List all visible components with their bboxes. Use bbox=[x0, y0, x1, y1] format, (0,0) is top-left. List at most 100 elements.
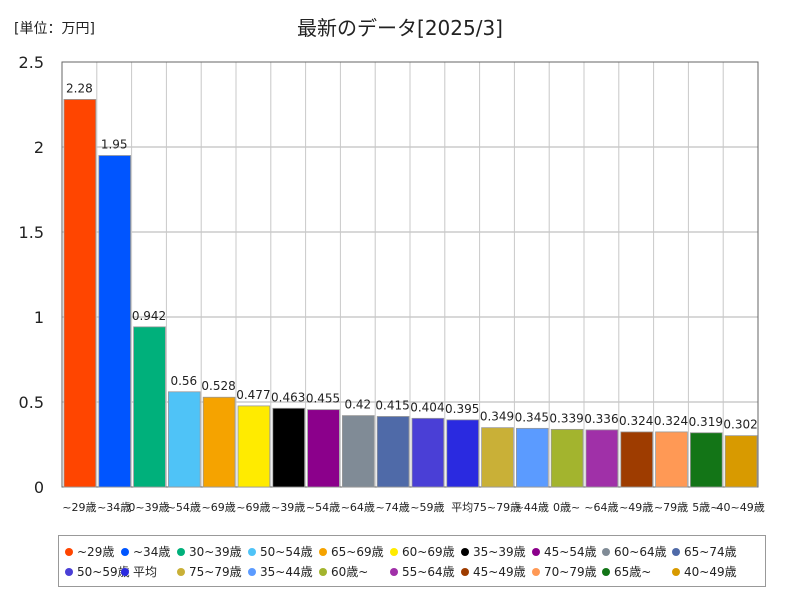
bar bbox=[655, 431, 688, 488]
unit-label: [単位：万円] bbox=[14, 21, 95, 37]
data-label: 0.324 bbox=[619, 414, 653, 428]
bar bbox=[341, 415, 375, 488]
legend-label: 50~59歳 bbox=[77, 565, 130, 579]
data-label: 0.942 bbox=[132, 309, 166, 323]
legend-label: 45~49歳 bbox=[473, 565, 526, 579]
legend-swatch bbox=[390, 548, 398, 556]
legend-label: 60歳~ bbox=[331, 565, 369, 579]
data-label: 0.463 bbox=[271, 390, 305, 404]
legend-swatch bbox=[121, 548, 129, 556]
legend-swatch bbox=[65, 548, 73, 556]
bar-chart: 0 0.5 1 1.5 2 2.5 2.28 ~29歳 1.95 ~34歳 0.942 0~39歳 0.… bbox=[19, 53, 765, 514]
legend-swatch bbox=[602, 568, 610, 576]
legend-label: 75~79歳 bbox=[189, 565, 242, 579]
legend-swatch bbox=[121, 568, 129, 576]
bar bbox=[411, 417, 445, 488]
x-tick-label: ~54歳 bbox=[306, 501, 340, 514]
legend-item: ~34歳 bbox=[121, 544, 170, 560]
legend-label: 50~54歳 bbox=[260, 545, 313, 559]
legend-item: 75~79歳 bbox=[177, 564, 242, 580]
legend-label: 60~69歳 bbox=[402, 545, 455, 559]
data-label: 1.95 bbox=[101, 138, 128, 152]
legend-item: 50~54歳 bbox=[248, 544, 313, 560]
legend-label: 70~79歳 bbox=[544, 565, 597, 579]
data-label: 0.302 bbox=[723, 418, 757, 432]
bar bbox=[307, 409, 340, 488]
bar bbox=[376, 416, 410, 488]
chart-title: 最新のデータ[2025/3] bbox=[297, 16, 503, 40]
bar bbox=[620, 431, 653, 488]
legend-item: 50~59歳 bbox=[65, 564, 130, 580]
x-tick-label: ~39歳 bbox=[271, 501, 305, 514]
legend-item: 35~39歳 bbox=[461, 544, 526, 560]
bar bbox=[516, 427, 549, 488]
bar bbox=[202, 396, 236, 488]
bar bbox=[690, 432, 723, 488]
legend-item: 65歳~ bbox=[602, 564, 651, 580]
data-label: 0.528 bbox=[201, 379, 235, 393]
data-label: 0.404 bbox=[410, 400, 444, 414]
legend-label: 60~64歳 bbox=[614, 545, 667, 559]
x-tick-label: ~54歳 bbox=[167, 501, 201, 514]
legend: ~29歳 ~34歳 30~39歳 50~54歳 65~69歳 60~69歳 35~39歳 45… bbox=[58, 535, 766, 587]
legend-label: 55~64歳 bbox=[402, 565, 455, 579]
x-tick-label: ~74歳 bbox=[375, 501, 409, 514]
legend-swatch bbox=[248, 568, 256, 576]
data-label: 0.336 bbox=[584, 412, 618, 426]
data-label: 0.395 bbox=[445, 402, 479, 416]
legend-item: 65~69歳 bbox=[319, 544, 384, 560]
legend-item: 70~79歳 bbox=[532, 564, 597, 580]
legend-label: 平均 bbox=[133, 565, 158, 579]
legend-label: 65歳~ bbox=[614, 565, 652, 579]
bar bbox=[63, 99, 97, 488]
x-tick-label: ~69歳 bbox=[201, 501, 235, 514]
legend-item: 55~64歳 bbox=[390, 564, 455, 580]
data-label: 0.56 bbox=[170, 374, 197, 388]
legend-item: 35~44歳 bbox=[248, 564, 313, 580]
plot-frame bbox=[61, 61, 759, 488]
data-label: 0.477 bbox=[236, 388, 270, 402]
legend-label: ~29歳 bbox=[77, 545, 115, 559]
legend-label: 40~49歳 bbox=[684, 565, 737, 579]
data-label: 0.324 bbox=[654, 414, 688, 428]
legend-label: 35~39歳 bbox=[473, 545, 526, 559]
x-tick-label: ~34歳 bbox=[97, 501, 131, 514]
data-label: 0.42 bbox=[344, 398, 371, 412]
legend-swatch bbox=[319, 568, 327, 576]
data-label: 0.415 bbox=[375, 398, 409, 412]
y-tick-label: 1.5 bbox=[19, 223, 44, 242]
legend-swatch bbox=[672, 548, 680, 556]
legend-swatch bbox=[461, 568, 469, 576]
legend-swatch bbox=[65, 568, 73, 576]
legend-item: 30~39歳 bbox=[177, 544, 242, 560]
x-tick-label: 0歳~ bbox=[553, 501, 580, 514]
legend-swatch bbox=[177, 548, 185, 556]
y-tick-label: 0 bbox=[34, 478, 44, 497]
x-tick-label: 5歳~ bbox=[692, 501, 719, 514]
x-tick-label: ~59歳 bbox=[410, 501, 444, 514]
bar bbox=[167, 391, 201, 488]
data-label: 0.349 bbox=[480, 410, 514, 424]
legend-label: 35~44歳 bbox=[260, 565, 313, 579]
bar bbox=[724, 435, 758, 488]
legend-label: 65~69歳 bbox=[331, 545, 384, 559]
x-tick-label: ~44歳 bbox=[515, 501, 549, 514]
legend-label: 30~39歳 bbox=[189, 545, 242, 559]
legend-item: 65~74歳 bbox=[672, 544, 737, 560]
x-tick-label: ~69歳 bbox=[236, 501, 270, 514]
legend-item: 60~64歳 bbox=[602, 544, 667, 560]
bar bbox=[98, 155, 132, 488]
bar bbox=[237, 405, 271, 488]
x-tick-label: ~79歳 bbox=[654, 501, 688, 514]
legend-swatch bbox=[248, 548, 256, 556]
bar bbox=[550, 428, 584, 488]
y-tick-label: 2.5 bbox=[19, 53, 44, 72]
bar bbox=[133, 326, 166, 488]
x-tick-label: ~64歳 bbox=[584, 501, 618, 514]
legend-item: ~29歳 bbox=[65, 544, 114, 560]
legend-swatch bbox=[390, 568, 398, 576]
legend-item: 平均 bbox=[121, 564, 157, 580]
y-tick-label: 1 bbox=[34, 308, 44, 327]
data-label: 0.455 bbox=[306, 392, 340, 406]
